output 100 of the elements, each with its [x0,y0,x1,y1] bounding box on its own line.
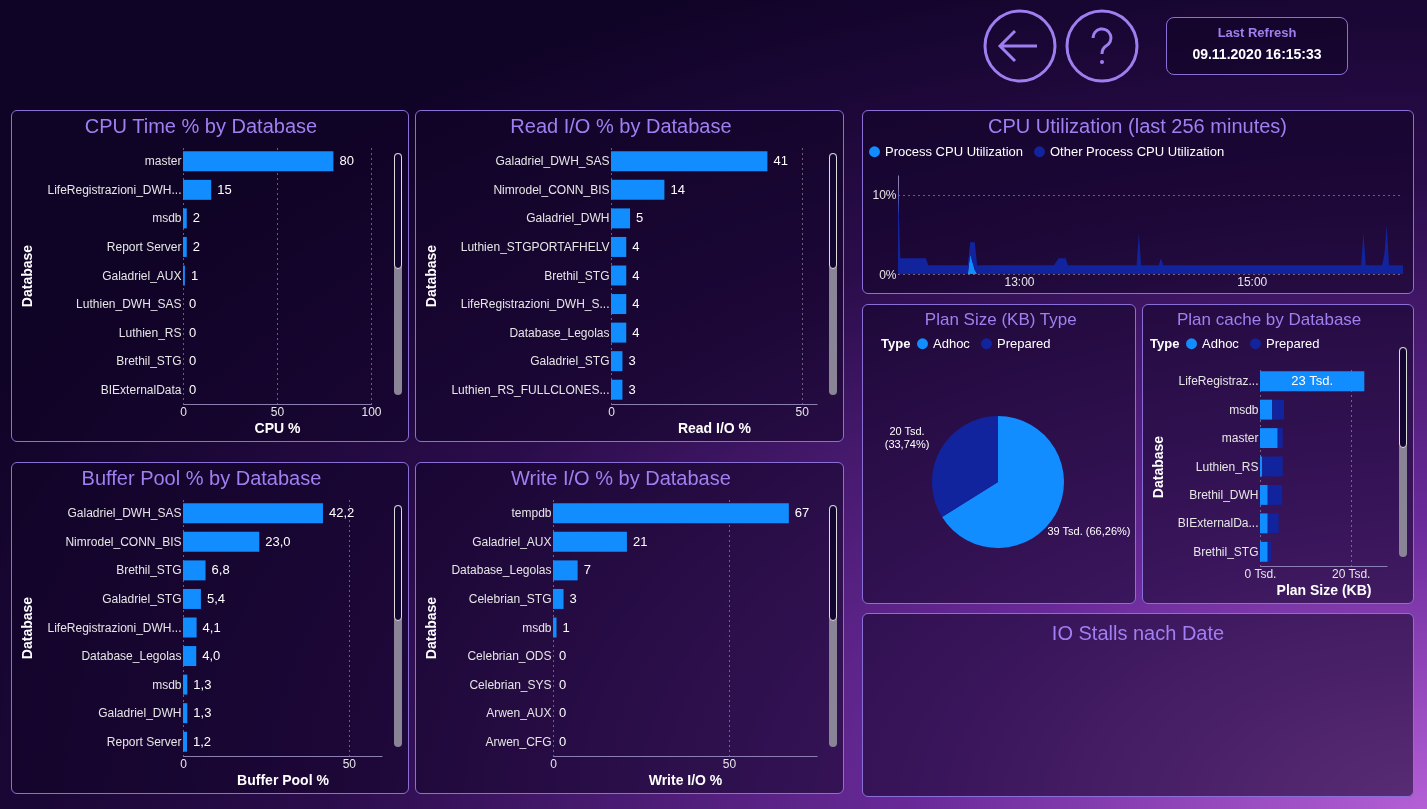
y-tick-label: 0% [879,267,897,282]
y-tick-label: Celebrian_ODS [467,649,552,664]
x-tick-label: 100 [361,404,382,419]
legend-label: Adhoc [933,335,971,351]
x-tick-label: 50 [722,756,737,771]
y-tick-label: Nimrodel_CONN_BIS [493,182,610,197]
data-label: 0 [559,648,567,664]
data-label: 1,3 [193,676,212,692]
y-axis-title: Database [423,596,440,660]
y-tick-label: Brethil_STG [116,563,182,578]
chart-title: Write I/O % by Database [511,467,731,489]
y-tick-label: Database_Legolas [451,563,552,578]
text: 09.11.2020 16:15:33 [1191,46,1323,62]
legend-label: Process CPU Utilization [885,143,1023,159]
x-axis-title: Buffer Pool % [237,771,330,788]
data-label: 21 [632,533,648,549]
data-label: 41 [773,153,788,169]
y-tick-label: Galadriel_AUX [102,268,182,283]
y-tick-label: msdb [522,620,552,635]
x-axis-title: CPU % [254,419,301,436]
x-axis-title: Write I/O % [648,771,723,788]
y-tick-label: Brethil_STG [544,268,610,283]
legend-label: Other Process CPU Utilization [1050,143,1225,159]
data-label: 67 [794,505,810,521]
y-tick-label: Luthien_RS [1195,459,1259,474]
data-label: 5,4 [206,590,225,606]
y-tick-label: Brethil_DWH [1189,487,1259,502]
chart-title: Read I/O % by Database [510,115,732,137]
chart-title: Plan cache by Database [1177,310,1362,329]
y-tick-label: Report Server [106,734,182,749]
legend-title: Type [1150,336,1180,351]
data-label: 4,0 [202,648,221,664]
y-tick-label: Arwen_AUX [486,706,552,721]
chart-title: CPU Time % by Database [84,115,318,137]
y-tick-label: LifeRegistrazioni_DWH... [47,620,182,635]
x-tick-label: 50 [270,404,285,419]
data-label: 0 [559,705,567,721]
x-tick-label: 13:00 [1004,274,1035,289]
legend-label: Prepared [997,335,1051,351]
y-tick-label: LifeRegistrazioni_DWH_S... [460,297,610,312]
data-label: 3 [569,590,577,606]
data-label: 15 [217,181,232,197]
data-label: 4 [632,324,640,340]
x-tick-label: 0 [180,756,188,771]
y-tick-label: master [1221,431,1259,446]
x-tick-label: 0 [550,756,558,771]
y-tick-label: Report Server [106,239,182,254]
data-label: 4 [632,296,640,312]
data-label: 2 [192,210,200,226]
y-tick-label: Galadriel_DWH [98,706,182,721]
y-tick-label: master [144,154,182,169]
data-label: 0 [189,353,197,369]
y-tick-label: Luthien_RS [118,325,182,340]
y-tick-label: Galadriel_STG [530,354,610,369]
legend-title: Type [881,336,911,351]
y-tick-label: Brethil_STG [116,354,182,369]
data-label: 6,8 [211,562,230,578]
text: IO Stalls nach Date [1050,622,1226,645]
y-tick-label: Galadriel_DWH [526,211,610,226]
y-tick-label: Arwen_CFG [485,734,552,749]
data-label: 80 [339,153,354,169]
data-label: 39 Tsd. (66,26%) [1047,525,1131,538]
data-label: 0 [559,733,567,749]
y-tick-label: msdb [152,677,182,692]
y-tick-label: Brethil_STG [1193,544,1259,559]
y-tick-label: tempdb [511,506,552,521]
data-label: 23,0 [265,533,291,549]
x-tick-label: 0 [608,404,616,419]
x-axis-title: Read I/O % [677,419,752,436]
data-label: 14 [670,181,685,197]
y-tick-label: Database_Legolas [81,649,182,664]
data-label: 0 [189,324,197,340]
x-axis-title: Plan Size (KB) [1276,581,1372,598]
y-tick-label: Galadriel_STG [102,591,182,606]
y-tick-label: msdb [152,211,182,226]
legend-label: Prepared [1266,335,1320,351]
y-tick-label: Galadriel_AUX [472,534,552,549]
y-tick-label: Galadriel_DWH_SAS [67,506,182,521]
legend-label: Adhoc [1202,335,1240,351]
data-label: 0 [189,381,197,397]
data-label: 3 [628,353,636,369]
y-tick-label: LifeRegistrazioni_DWH... [47,182,182,197]
y-tick-label: Luthien_STGPORTAFHELV [460,239,610,254]
x-tick-label: 50 [342,756,357,771]
y-axis-title: Database [1149,435,1166,499]
y-tick-label: Celebrian_STG [468,591,552,606]
y-axis-title: Database [423,244,440,308]
data-label: 4,1 [202,619,221,635]
data-label: 4 [632,267,640,283]
text: Last Refresh [1216,25,1298,40]
chart-title: Plan Size (KB) Type [924,310,1077,329]
data-label: 1,3 [193,705,212,721]
data-label: 1,2 [192,733,212,749]
data-label: 0 [559,676,567,692]
data-label: 0 [189,296,197,312]
data-label: 1 [562,619,570,635]
y-tick-label: msdb [1229,402,1259,417]
y-tick-label: LifeRegistraz... [1178,374,1259,389]
y-tick-label: Luthien_RS_FULLCLONES... [451,382,610,397]
chart-title: CPU Utilization (last 256 minutes) [987,115,1287,137]
